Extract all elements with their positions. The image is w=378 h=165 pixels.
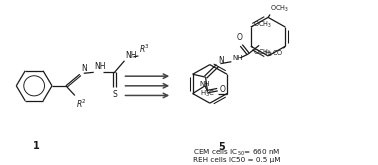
Text: NH: NH: [232, 55, 243, 61]
Text: CEM cells IC$_{50}$= 660 nM: CEM cells IC$_{50}$= 660 nM: [193, 148, 280, 158]
Text: N: N: [218, 56, 224, 65]
Text: OCH$_3$: OCH$_3$: [270, 3, 289, 14]
Text: OCH$_3$: OCH$_3$: [253, 20, 272, 30]
Text: 5: 5: [218, 142, 225, 151]
Text: $R^{3}$: $R^{3}$: [139, 43, 150, 55]
Text: H$_3$C: H$_3$C: [200, 88, 215, 99]
Text: NH: NH: [95, 62, 106, 71]
Text: $R^{2}$: $R^{2}$: [76, 97, 87, 110]
Text: 1: 1: [33, 141, 40, 151]
Text: O: O: [236, 33, 242, 42]
Text: NH: NH: [200, 81, 210, 87]
Text: S: S: [112, 90, 117, 99]
Text: H$_3$CO: H$_3$CO: [264, 49, 283, 59]
Text: O: O: [220, 85, 225, 94]
Text: REH cells IC50 = 0.5 μM: REH cells IC50 = 0.5 μM: [193, 157, 280, 163]
Text: OCH$_3$: OCH$_3$: [253, 48, 272, 58]
Text: N: N: [81, 64, 87, 73]
Text: NH: NH: [125, 51, 137, 60]
